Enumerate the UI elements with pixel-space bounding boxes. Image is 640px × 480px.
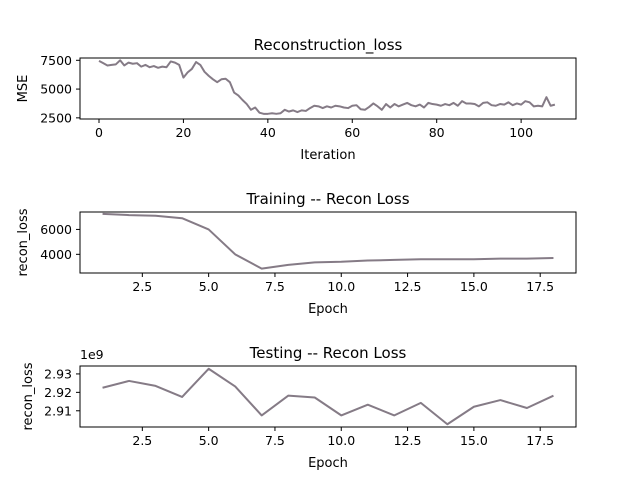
series-line-1: [102, 212, 554, 270]
y-offset-text: 1e9: [80, 347, 104, 362]
x-tick-label: 100: [509, 125, 533, 140]
x-tick-label: 17.5: [526, 433, 554, 448]
y-tick-label: 2.91: [44, 403, 72, 418]
chart-title: Testing -- Recon Loss: [249, 344, 407, 362]
chart-title: Reconstruction_loss: [254, 36, 403, 55]
y-tick-label: 6000: [40, 222, 72, 237]
x-tick-label: 60: [344, 125, 360, 140]
x-tick-label: 2.5: [132, 279, 152, 294]
x-axis-label: Iteration: [300, 148, 355, 163]
x-tick-label: 15.0: [460, 279, 488, 294]
x-tick-label: 10.0: [327, 279, 355, 294]
x-tick-label: 15.0: [460, 433, 488, 448]
subplot-1: Reconstruction_loss 0 20 40 60 80 100 2500 5000 7…: [16, 36, 577, 163]
y-axis-label: recon_loss: [21, 362, 36, 430]
series-line-1: [102, 367, 554, 426]
axes-frame: [79, 365, 577, 428]
x-axis-label: Epoch: [308, 456, 348, 471]
y-tick-label: 2.93: [44, 366, 72, 381]
chart-title: Training -- Recon Loss: [245, 190, 409, 208]
axes-frame: [79, 211, 577, 274]
y-axis-label: recon_loss: [16, 208, 31, 276]
x-axis-label: Epoch: [308, 302, 348, 317]
x-tick-label: 12.5: [394, 433, 422, 448]
subplot-3: Testing -- Recon Loss 2.5 5.0 7.5 10.0 12.5 15…: [21, 344, 577, 471]
x-tick-label: 10.0: [327, 433, 355, 448]
x-tick-label: 17.5: [526, 279, 554, 294]
x-tick-label: 7.5: [265, 279, 285, 294]
y-axis-label: MSE: [16, 75, 31, 103]
x-tick-label: 5.0: [199, 279, 219, 294]
x-tick-label: 80: [429, 125, 445, 140]
x-tick-label: 0: [95, 125, 103, 140]
subplot-2: Training -- Recon Loss 2.5 5.0 7.5 10.0 12.5 1…: [16, 190, 577, 317]
y-tick-label: 7500: [40, 53, 72, 68]
x-tick-label: 7.5: [265, 433, 285, 448]
x-tick-label: 2.5: [132, 433, 152, 448]
x-tick-label: 20: [175, 125, 191, 140]
y-tick-label: 2500: [40, 110, 72, 125]
y-tick-label: 4000: [40, 247, 72, 262]
series-line-1: [98, 59, 556, 115]
y-tick-label: 2.92: [44, 385, 72, 400]
y-tick-label: 5000: [40, 82, 72, 97]
x-tick-label: 12.5: [394, 279, 422, 294]
axes-frame: [79, 57, 577, 120]
x-tick-label: 40: [260, 125, 276, 140]
x-tick-label: 5.0: [199, 433, 219, 448]
